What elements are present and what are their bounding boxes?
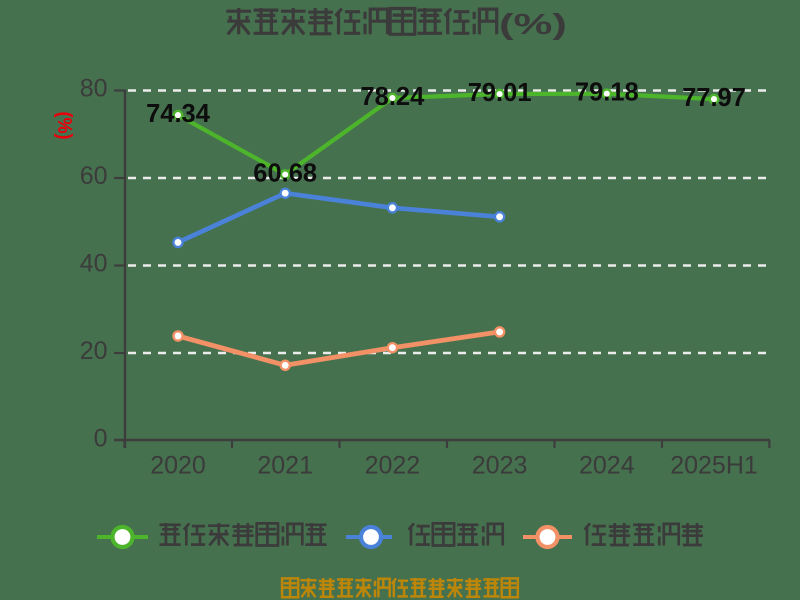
svg-text:77.97: 77.97 bbox=[682, 84, 746, 112]
svg-text:2024: 2024 bbox=[579, 452, 635, 480]
svg-text:79.01: 79.01 bbox=[468, 79, 532, 107]
svg-text:60.68: 60.68 bbox=[253, 160, 317, 188]
svg-text:(%): (%) bbox=[53, 112, 75, 140]
svg-text:2020: 2020 bbox=[150, 452, 206, 480]
svg-text:(%): (%) bbox=[499, 9, 567, 41]
svg-text:78.24: 78.24 bbox=[360, 83, 425, 111]
svg-text:0: 0 bbox=[94, 425, 108, 453]
svg-text:80: 80 bbox=[80, 75, 108, 103]
svg-text:40: 40 bbox=[80, 250, 108, 278]
svg-text:74.34: 74.34 bbox=[146, 100, 211, 128]
svg-text:79.18: 79.18 bbox=[575, 79, 639, 107]
svg-text:20: 20 bbox=[80, 337, 108, 365]
svg-text:2023: 2023 bbox=[472, 452, 528, 480]
svg-text:2022: 2022 bbox=[365, 452, 421, 480]
svg-text:60: 60 bbox=[80, 162, 108, 190]
svg-text:2025H1: 2025H1 bbox=[670, 452, 758, 480]
svg-text:2021: 2021 bbox=[257, 452, 313, 480]
